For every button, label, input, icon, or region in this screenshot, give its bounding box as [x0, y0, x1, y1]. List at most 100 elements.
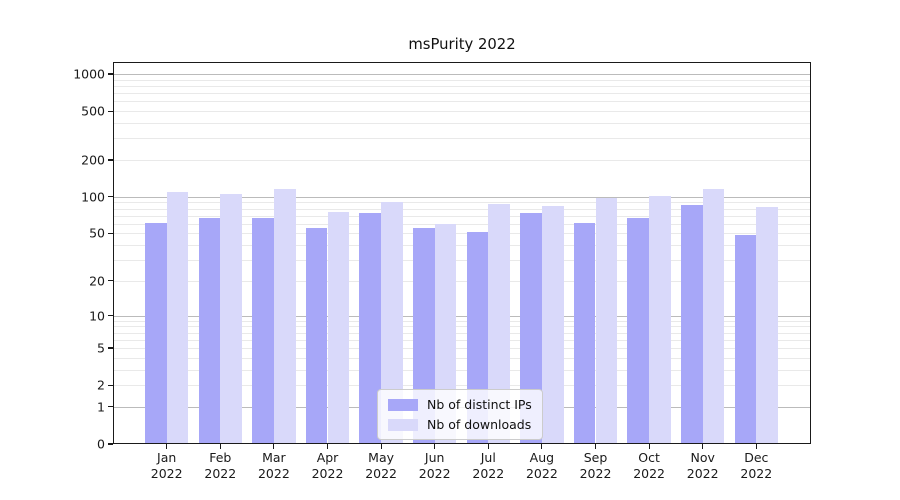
gridline-minor-400 — [113, 123, 811, 124]
x-tick-year: 2022 — [472, 466, 505, 481]
bar-nb-of-downloads-oct — [649, 195, 671, 444]
bar-nb-of-downloads-mar — [273, 189, 296, 444]
x-tick-year: 2022 — [686, 466, 719, 481]
x-tick-year: 2022 — [257, 466, 290, 481]
y-tick-200 — [107, 159, 113, 161]
legend-item-distinct-ips: Nb of distinct IPs — [388, 397, 532, 412]
gridline-minor-30 — [113, 260, 811, 262]
y-tick-label-10: 10 — [89, 308, 105, 324]
y-tick-label-20: 20 — [89, 273, 105, 289]
x-tick-year: 2022 — [150, 466, 183, 481]
bar-nb-of-downloads-sep — [595, 197, 618, 444]
legend-label-distinct-ips: Nb of distinct IPs — [427, 397, 532, 412]
gridline-major-100 — [113, 196, 811, 198]
bar-nb-of-distinct-ips-sep — [573, 223, 596, 444]
x-tick-year: 2022 — [579, 466, 612, 481]
x-tick-month: Sep — [583, 450, 608, 465]
x-tick-month: Jul — [480, 450, 496, 465]
x-tick-year: 2022 — [365, 466, 397, 481]
x-tick-label-aug: Aug 2022 — [512, 450, 572, 482]
gridline-minor-6 — [113, 339, 811, 341]
x-tick-year: 2022 — [525, 466, 558, 481]
x-tick-label-jan: Jan 2022 — [137, 450, 197, 482]
bar-nb-of-downloads-jul — [488, 203, 511, 444]
bar-nb-of-downloads-aug — [541, 206, 564, 444]
bar-nb-of-distinct-ips-dec — [734, 234, 757, 444]
gridline-major-1000 — [113, 74, 811, 75]
x-tick-feb — [219, 444, 221, 449]
y-tick-label-500: 500 — [81, 103, 105, 119]
x-tick-jul — [487, 444, 489, 449]
x-tick-label-feb: Feb 2022 — [190, 450, 250, 482]
legend-item-downloads: Nb of downloads — [388, 417, 532, 432]
gridline-minor-2 — [113, 385, 811, 387]
gridline-minor-60 — [113, 223, 811, 225]
y-tick-label-0: 0 — [97, 436, 105, 452]
y-tick-label-5: 5 — [97, 340, 105, 356]
y-tick-label-50: 50 — [89, 225, 105, 241]
bar-nb-of-downloads-apr — [327, 212, 350, 444]
bar-nb-of-downloads-dec — [756, 207, 779, 444]
x-tick-mar — [273, 444, 275, 449]
bar-nb-of-distinct-ips-aug — [520, 212, 542, 444]
gridline-minor-70 — [113, 215, 811, 217]
x-tick-month: Jun — [424, 450, 445, 465]
y-tick-1000 — [107, 73, 113, 75]
x-tick-year: 2022 — [204, 466, 237, 481]
x-tick-year: 2022 — [740, 466, 773, 481]
x-tick-month: Oct — [638, 450, 660, 465]
x-tick-label-nov: Nov 2022 — [673, 450, 733, 482]
y-tick-1 — [107, 406, 113, 408]
bar-nb-of-distinct-ips-apr — [305, 228, 328, 444]
y-tick-label-2: 2 — [97, 377, 105, 393]
gridline-minor-3 — [113, 369, 811, 371]
gridline-major-10 — [113, 315, 811, 317]
x-tick-jan — [166, 444, 168, 449]
y-tick-500 — [107, 110, 113, 112]
legend-label-downloads: Nb of downloads — [427, 417, 532, 432]
gridline-minor-50 — [113, 233, 811, 235]
x-tick-apr — [326, 444, 329, 449]
x-tick-oct — [648, 444, 650, 449]
gridline-minor-800 — [113, 85, 811, 87]
x-tick-label-apr: Apr 2022 — [298, 450, 358, 482]
bar-nb-of-distinct-ips-jan — [144, 223, 167, 444]
x-tick-month: Feb — [209, 450, 232, 465]
bar-nb-of-downloads-nov — [702, 189, 725, 444]
x-tick-month: Mar — [262, 450, 286, 465]
gridline-minor-5 — [113, 348, 811, 349]
gridline-minor-700 — [113, 93, 811, 95]
x-tick-label-mar: Mar 2022 — [244, 450, 304, 482]
y-tick-label-200: 200 — [81, 152, 105, 168]
chart-title: msPurity 2022 — [408, 36, 516, 53]
y-tick-0 — [107, 443, 113, 445]
x-tick-label-may: May 2022 — [351, 450, 411, 482]
bar-nb-of-downloads-may — [381, 202, 403, 444]
bar-nb-of-distinct-ips-nov — [680, 205, 703, 444]
x-tick-may — [380, 444, 382, 449]
gridline-minor-600 — [113, 101, 811, 103]
x-tick-jun — [434, 444, 436, 449]
y-tick-label-1000: 1000 — [73, 66, 105, 82]
x-tick-month: Apr — [316, 450, 339, 465]
legend-swatch-distinct-ips — [388, 398, 418, 411]
x-tick-month: Dec — [744, 450, 769, 465]
y-tick-20 — [107, 280, 113, 282]
bar-nb-of-downloads-jan — [166, 191, 189, 444]
x-tick-label-jul: Jul 2022 — [458, 450, 518, 482]
gridline-minor-80 — [113, 208, 811, 210]
bar-nb-of-distinct-ips-feb — [198, 218, 221, 444]
bar-nb-of-downloads-jun — [434, 223, 457, 444]
x-tick-nov — [702, 444, 704, 449]
bar-nb-of-distinct-ips-mar — [252, 218, 274, 444]
x-tick-month: Aug — [529, 450, 555, 465]
x-tick-year: 2022 — [633, 466, 665, 481]
bar-nb-of-distinct-ips-may — [359, 212, 382, 444]
x-tick-year: 2022 — [418, 466, 451, 481]
y-tick-5 — [107, 347, 113, 349]
gridline-minor-8 — [113, 326, 811, 328]
gridline-minor-90 — [113, 202, 811, 204]
gridline-minor-40 — [113, 245, 811, 247]
gridline-minor-500 — [113, 111, 811, 113]
